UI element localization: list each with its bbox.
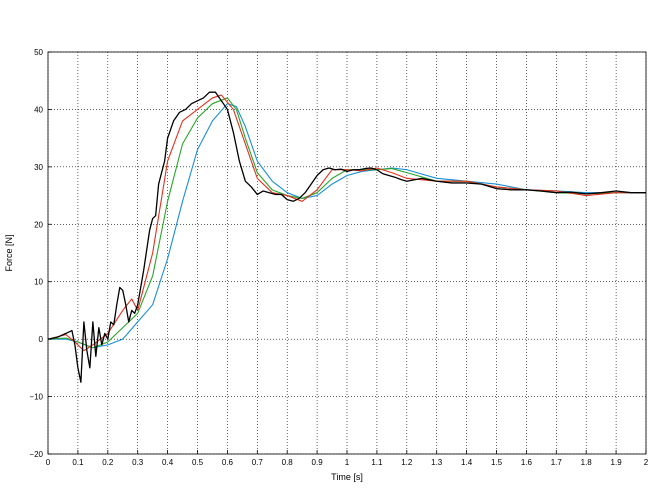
x-tick-label: 1.1 bbox=[371, 458, 383, 467]
y-tick-label: 10 bbox=[34, 278, 43, 287]
x-tick-label: 0.3 bbox=[132, 458, 144, 467]
series-line-1 bbox=[48, 103, 646, 349]
y-tick-label: −10 bbox=[29, 393, 43, 402]
x-tick-label: 1.4 bbox=[461, 458, 473, 467]
x-tick-label: 1.5 bbox=[491, 458, 503, 467]
y-tick-label: −20 bbox=[29, 450, 43, 459]
series-line-4 bbox=[47, 91, 646, 383]
x-tick-label: 1.3 bbox=[431, 458, 443, 467]
series-lines bbox=[47, 91, 646, 383]
y-tick-label: 50 bbox=[34, 48, 43, 57]
x-tick-label: 0.5 bbox=[192, 458, 204, 467]
x-tick-label: 1.7 bbox=[551, 458, 563, 467]
series-line-3 bbox=[47, 94, 646, 352]
x-tick-label: 1 bbox=[345, 458, 350, 467]
x-tick-label: 0.6 bbox=[222, 458, 234, 467]
x-tick-label: 2 bbox=[644, 458, 649, 467]
x-tick-label: 0.4 bbox=[162, 458, 174, 467]
x-tick-label: 0.7 bbox=[252, 458, 264, 467]
x-tick-label: 1.6 bbox=[521, 458, 533, 467]
y-tick-label: 40 bbox=[34, 105, 43, 114]
x-tick-label: 0 bbox=[46, 458, 51, 467]
y-tick-label: 0 bbox=[39, 335, 44, 344]
x-tick-label: 0.1 bbox=[72, 458, 84, 467]
y-axis-label: Force [N] bbox=[4, 234, 14, 271]
x-tick-label: 1.2 bbox=[401, 458, 413, 467]
x-tick-label: 1.9 bbox=[611, 458, 623, 467]
x-tick-label: 1.8 bbox=[581, 458, 593, 467]
x-axis-label: Time [s] bbox=[331, 472, 363, 482]
y-tick-label: 20 bbox=[34, 220, 43, 229]
y-axis-ticks: −20 −10 0 10 20 30 40 50 bbox=[29, 48, 52, 459]
x-axis-ticks: 0 0.1 0.2 0.3 0.4 0.5 0.6 0.7 0.8 0.9 1 1.1 1.2 1.3 1.… bbox=[46, 450, 649, 467]
y-tick-label: 30 bbox=[34, 163, 43, 172]
x-tick-label: 0.9 bbox=[312, 458, 324, 467]
x-tick-label: 0.2 bbox=[102, 458, 114, 467]
x-tick-label: 0.8 bbox=[282, 458, 294, 467]
